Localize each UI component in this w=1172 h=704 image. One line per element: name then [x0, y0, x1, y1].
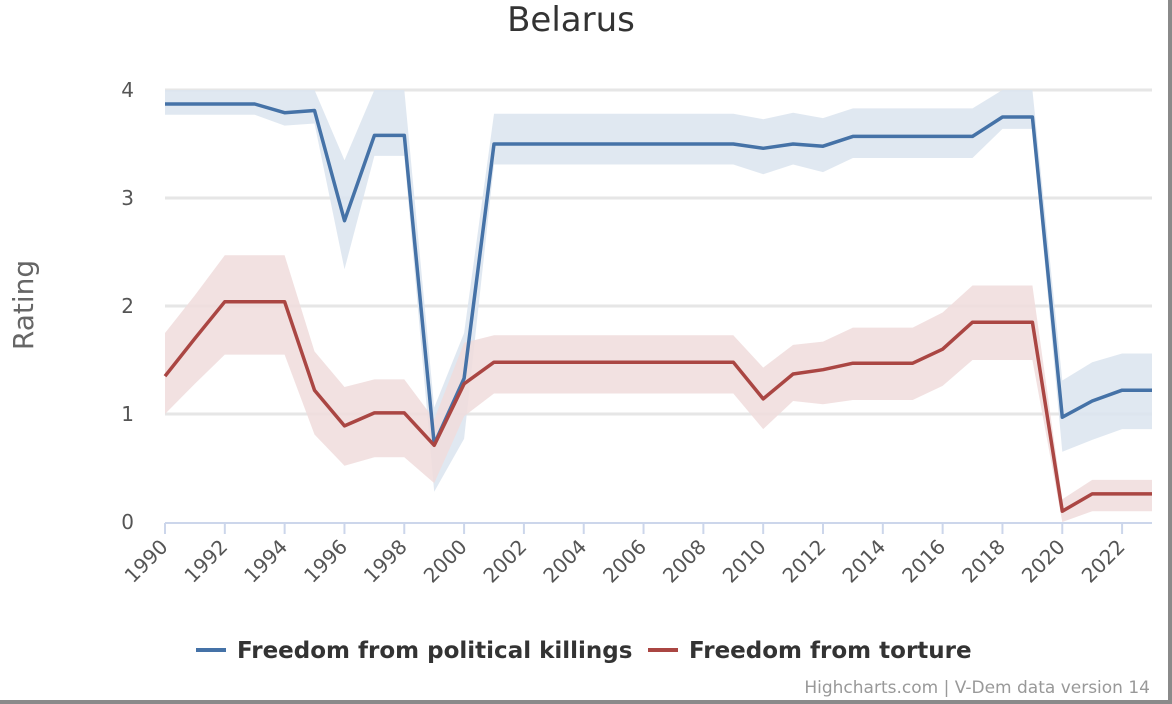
y-tick-label: 1 — [121, 402, 134, 426]
x-tick-label: 2008 — [658, 535, 711, 588]
y-tick-label: 0 — [121, 510, 134, 534]
x-tick-label: 2020 — [1017, 535, 1070, 588]
x-tick-label: 2002 — [478, 535, 531, 588]
series-line[interactable] — [163, 299, 1152, 513]
x-tick-label: 1992 — [179, 535, 232, 588]
x-tick-label: 2004 — [538, 535, 591, 588]
legend-label[interactable]: Freedom from torture — [689, 638, 972, 664]
credits-text[interactable]: Highcharts.com | V-Dem data version 14 — [804, 678, 1150, 698]
x-tick-label: 2016 — [897, 535, 950, 588]
x-tick-label: 2018 — [957, 535, 1010, 588]
confidence-band — [165, 255, 1152, 522]
x-tick-label: 1990 — [120, 535, 173, 588]
x-tick-label: 2000 — [419, 535, 472, 588]
x-axis: 1990 1992 1994 1996 1998 2000 2002 2004 2006 2008… — [120, 522, 1152, 588]
series-line[interactable] — [165, 102, 1152, 446]
legend[interactable]: Freedom from political killings Freedom f… — [196, 638, 972, 664]
series-lines — [163, 102, 1152, 513]
confidence-bands — [165, 90, 1152, 522]
legend-item[interactable]: Freedom from torture — [648, 638, 972, 664]
chart-title: Belarus — [507, 0, 635, 40]
x-tick-label: 2010 — [718, 535, 771, 588]
x-tick-label: 2014 — [837, 535, 890, 588]
y-tick-label: 2 — [121, 294, 134, 318]
x-tick-label: 1994 — [239, 535, 292, 588]
legend-label[interactable]: Freedom from political killings — [237, 638, 632, 664]
legend-item[interactable]: Freedom from political killings — [196, 638, 632, 664]
x-tick-label: 2022 — [1077, 535, 1130, 588]
y-tick-label: 3 — [121, 186, 134, 210]
x-tick-label: 2006 — [598, 535, 651, 588]
confidence-band — [165, 90, 1152, 492]
x-tick-label: 2012 — [778, 535, 831, 588]
y-axis-label: Rating — [7, 260, 40, 350]
y-tick-labels: 0 1 2 3 4 — [121, 78, 134, 534]
y-tick-label: 4 — [121, 78, 134, 102]
x-tick-label: 1998 — [359, 535, 412, 588]
x-tick-label: 1996 — [299, 535, 352, 588]
